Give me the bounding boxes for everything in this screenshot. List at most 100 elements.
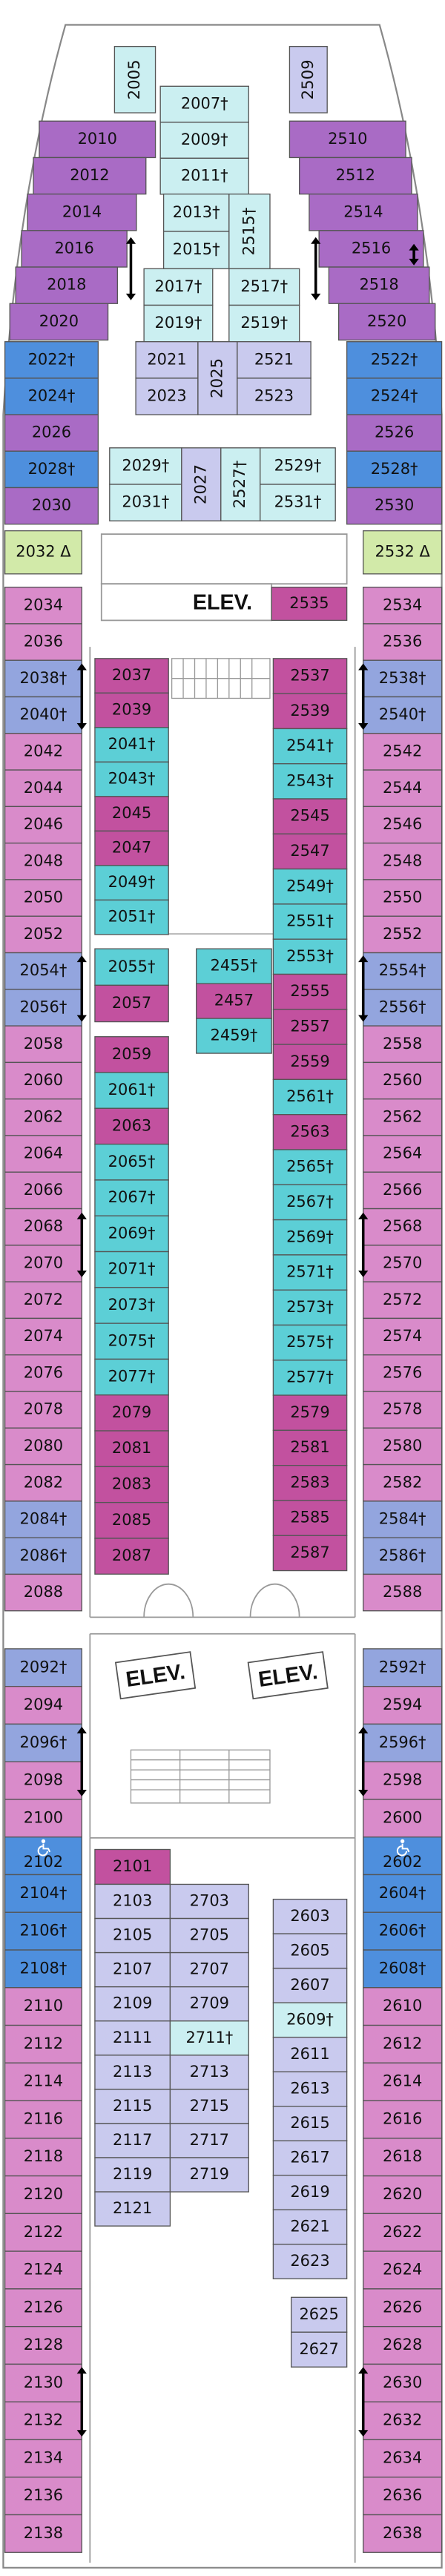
cabin-number: 2576: [383, 1363, 422, 1381]
cabin: 2009†: [159, 122, 249, 159]
cabin-box: [4, 1761, 82, 1800]
cabin: 2114: [4, 2062, 82, 2101]
cabin-number: 2021: [147, 349, 186, 368]
cabin: 2711†: [169, 2020, 249, 2056]
connecting-arrow: [358, 1212, 369, 1277]
cabin-box: [363, 2439, 443, 2478]
arrow-head: [358, 1015, 369, 1022]
cabin-number: 2106†: [20, 1921, 67, 1940]
cabin: 2564: [363, 1135, 443, 1173]
cabin-number: 2130: [24, 2373, 63, 2391]
cabin-box: [162, 231, 230, 269]
cabin-box: [94, 1072, 169, 1109]
cabin-box: [169, 1917, 249, 1954]
cabin: 2066: [4, 1171, 82, 1210]
arrow-head: [409, 258, 419, 266]
cabin-number: 2025: [207, 358, 225, 398]
cabin-box: [94, 2055, 171, 2090]
cabin-number: 2544: [383, 778, 422, 797]
cabin: 2068: [4, 1208, 82, 1246]
arrow-head: [76, 1212, 87, 1219]
cabin-box: [94, 692, 169, 728]
cabin-box: [363, 1427, 443, 1466]
cabin: 2071†: [94, 1251, 169, 1288]
cabin: 2537: [272, 658, 348, 694]
cabin-number: 2071†: [108, 1259, 156, 1278]
arrow-head: [76, 2430, 87, 2437]
cabin-number: 2585: [290, 1508, 329, 1526]
cabin-box: [143, 268, 214, 306]
cabin-box: [363, 1463, 443, 1502]
cabin-box: [94, 984, 169, 1023]
cabin: 2576: [363, 1354, 443, 1392]
cabin-number: 2046: [24, 814, 63, 833]
cabin: 2110: [4, 1987, 82, 2026]
cabin-number: 2062: [24, 1107, 63, 1125]
cabin-number: 2573†: [286, 1297, 334, 1316]
cabin: 2037: [94, 658, 169, 694]
connecting-arrow: [125, 237, 136, 300]
cabin-number: 2109: [113, 1994, 152, 2012]
cabin-number: 2568: [383, 1216, 422, 1235]
cabin: 2455†: [196, 948, 272, 984]
cabin-box: [272, 1535, 348, 1572]
cabin-number: 2558: [383, 1034, 422, 1053]
cabin: 2073†: [94, 1287, 169, 1324]
cabin-box: [290, 2331, 348, 2368]
cabin-number: 2628: [383, 2335, 422, 2353]
cabin-number: 2051†: [108, 907, 156, 926]
cabin-number: 2069†: [108, 1223, 156, 1242]
cabin-number: 2526: [375, 423, 414, 441]
cabin-number: 2013†: [173, 202, 220, 221]
cabin-box: [4, 450, 99, 489]
cabin-box: [346, 450, 443, 489]
cabin: 2517†: [228, 268, 300, 306]
cabin-box: [169, 1986, 249, 2022]
cabin: 2619: [272, 2175, 348, 2210]
cabin-box: [363, 1025, 443, 1064]
cabin-number: 2540†: [379, 705, 426, 723]
cabin-box: [363, 1723, 443, 1762]
cabin-box: [363, 2100, 443, 2139]
cabin-number: 2609†: [286, 2009, 334, 2028]
cabin-box: [271, 586, 348, 622]
cabin-box: [363, 1061, 443, 1100]
stairs: [130, 1749, 271, 1804]
cabin: 2580: [363, 1427, 443, 1466]
cabin-number: 2618: [383, 2147, 422, 2165]
cabin: 2026: [4, 414, 99, 452]
cabin-number: 2530: [375, 495, 414, 514]
cabin: 2575†: [272, 1324, 348, 1361]
cabin-box: [4, 1573, 82, 1612]
cabin-box: [272, 2175, 348, 2210]
cabin-number: 2570: [383, 1253, 422, 1271]
cabin-number: 2598: [383, 1770, 422, 1788]
cabin: 2719: [169, 2157, 249, 2193]
cabin: 2077†: [94, 1358, 169, 1396]
cabin-number: 2638: [383, 2523, 422, 2542]
cabin-box: [4, 2514, 82, 2553]
connecting-arrow: [76, 1727, 87, 1796]
cabin-number: 2541†: [286, 736, 334, 754]
cabin: 2117: [94, 2123, 171, 2158]
elevator-box: [114, 1651, 197, 1700]
cabin-number: 2518: [359, 275, 398, 294]
cabin: 2457: [196, 983, 272, 1019]
cabin-number: 2020: [39, 312, 79, 330]
cabin-box: [228, 304, 300, 343]
cabin-box: [4, 530, 82, 575]
cabin-box: [363, 2062, 443, 2101]
cabin-box: [4, 1317, 82, 1356]
cabin: 2703: [169, 1883, 249, 1920]
cabin-box: [169, 1951, 249, 1988]
cabin-box: [272, 938, 348, 975]
icon-part: [396, 1843, 410, 1857]
cabin-number: 2022†: [28, 349, 76, 368]
cabin-box: [272, 658, 348, 694]
arches: [90, 1583, 355, 1618]
cabin: 2550: [363, 879, 443, 917]
cabin: 2551†: [272, 903, 348, 940]
cabin: 2607: [272, 1967, 348, 2003]
cabin-box: [272, 2002, 348, 2038]
cabin-number: 2104†: [20, 1883, 67, 1902]
